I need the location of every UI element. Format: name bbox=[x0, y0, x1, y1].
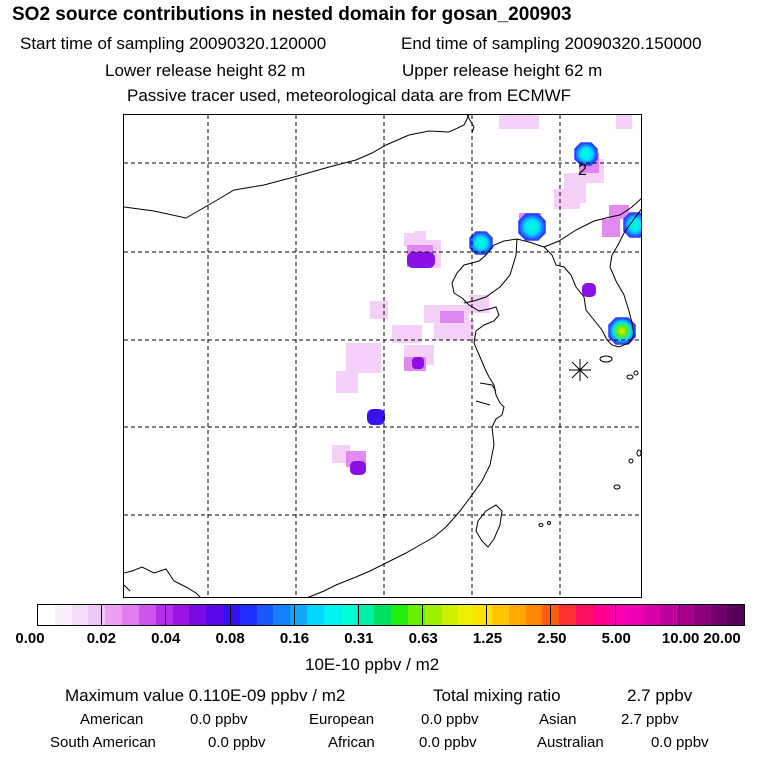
lower-release-label: Lower release height 82 m bbox=[105, 61, 306, 80]
start-time-label: Start time of sampling 20090320.120000 bbox=[20, 34, 327, 53]
colorbar-bin bbox=[239, 605, 257, 625]
colorbar-divider bbox=[614, 604, 616, 626]
colorbar-bin bbox=[643, 605, 661, 625]
colorbar-divider bbox=[422, 604, 424, 626]
region-label: South American bbox=[50, 734, 156, 751]
colorbar-tick-label: 5.00 bbox=[601, 630, 631, 647]
colorbar-bin bbox=[88, 605, 106, 625]
colorbar-bin bbox=[172, 605, 190, 625]
colorbar-bin bbox=[458, 605, 476, 625]
colorbar-bin bbox=[71, 605, 89, 625]
colorbar-bin bbox=[290, 605, 307, 625]
colorbar-divider bbox=[293, 604, 295, 626]
colorbar-bin bbox=[391, 605, 408, 625]
colorbar-bin bbox=[206, 605, 223, 625]
colorbar-tick-label: 10.00 bbox=[661, 630, 700, 647]
coastlines bbox=[124, 115, 641, 597]
colorbar-tick-label: 1.25 bbox=[472, 630, 503, 647]
colorbar-bin bbox=[710, 605, 728, 625]
total-mixing-label: Total mixing ratio bbox=[433, 686, 561, 705]
colorbar-bin bbox=[307, 605, 324, 625]
colorbar-bin bbox=[693, 605, 711, 625]
region-label: Asian bbox=[539, 711, 577, 728]
colorbar-bin bbox=[323, 605, 341, 625]
colorbar-bin bbox=[222, 605, 240, 625]
region-label: American bbox=[80, 711, 144, 728]
colorbar-divider bbox=[357, 604, 359, 626]
region-label: European bbox=[309, 711, 375, 728]
region-value: 0.0 ppbv bbox=[419, 734, 477, 751]
colorbar-tick-label: 0.00 bbox=[15, 630, 45, 647]
colorbar-bin bbox=[122, 605, 139, 625]
colorbar-bin bbox=[155, 605, 173, 625]
page-title: SO2 source contributions in nested domai… bbox=[12, 4, 572, 25]
map-canvas: 2 bbox=[124, 115, 641, 597]
colorbar-tick-label: 0.31 bbox=[344, 630, 374, 647]
colorbar-tick-label: 0.08 bbox=[215, 630, 245, 647]
colorbar-units: 10E-10 ppbv / m2 bbox=[305, 655, 440, 674]
colorbar-bin bbox=[660, 605, 677, 625]
colorbar-bin bbox=[727, 605, 745, 625]
colorbar bbox=[37, 604, 745, 626]
tracer-note: Passive tracer used, meteorological data… bbox=[127, 86, 572, 105]
colorbar-bin bbox=[592, 605, 610, 625]
end-time-label: End time of sampling 20090320.150000 bbox=[401, 34, 702, 53]
colorbar-divider bbox=[486, 604, 488, 626]
colorbar-bin bbox=[256, 605, 274, 625]
region-value: 0.0 ppbv bbox=[421, 711, 479, 728]
colorbar-bin bbox=[105, 605, 123, 625]
colorbar-bin bbox=[54, 605, 72, 625]
colorbar-bin bbox=[491, 605, 509, 625]
colorbar-bin bbox=[340, 605, 358, 625]
colorbar-divider bbox=[165, 604, 167, 626]
colorbar-bin bbox=[441, 605, 459, 625]
colorbar-bin bbox=[609, 605, 627, 625]
colorbar-divider bbox=[101, 604, 103, 626]
region-value: 0.0 ppbv bbox=[208, 734, 266, 751]
colorbar-tick-label: 0.02 bbox=[86, 630, 116, 647]
colorbar-bin bbox=[626, 605, 644, 625]
map-panel: 2 bbox=[123, 114, 642, 598]
colorbar-bin bbox=[559, 605, 576, 625]
colorbar-bin bbox=[676, 605, 694, 625]
colorbar-bin bbox=[525, 605, 543, 625]
region-value: 2.7 ppbv bbox=[621, 711, 679, 728]
colorbar-bin bbox=[475, 605, 492, 625]
colorbar-bin bbox=[424, 605, 442, 625]
region-value: 0.0 ppbv bbox=[190, 711, 248, 728]
upper-release-label: Upper release height 62 m bbox=[402, 61, 603, 80]
maximum-value: Maximum value 0.110E-09 ppbv / m2 bbox=[65, 686, 346, 705]
label-2: 2 bbox=[578, 162, 587, 179]
colorbar-bin bbox=[38, 605, 55, 625]
total-mixing-value: 2.7 ppbv bbox=[627, 686, 693, 705]
colorbar-bin bbox=[508, 605, 526, 625]
colorbar-divider bbox=[229, 604, 231, 626]
colorbar-bin bbox=[273, 605, 291, 625]
region-label: African bbox=[328, 734, 375, 751]
colorbar-bin bbox=[374, 605, 392, 625]
colorbar-bin bbox=[357, 605, 375, 625]
colorbar-bin bbox=[189, 605, 207, 625]
colorbar-tick-label: 0.16 bbox=[279, 630, 310, 647]
colorbar-tick-label: 2.50 bbox=[537, 630, 567, 647]
colorbar-tick-label: 20.00 bbox=[703, 630, 741, 647]
region-value: 0.0 ppbv bbox=[651, 734, 709, 751]
region-label: Australian bbox=[537, 734, 604, 751]
colorbar-bin bbox=[576, 605, 593, 625]
colorbar-divider bbox=[550, 604, 552, 626]
colorbar-bin bbox=[138, 605, 156, 625]
lat-lon-grid bbox=[124, 115, 641, 597]
colorbar-bin bbox=[407, 605, 425, 625]
asterisk-icon bbox=[569, 359, 591, 381]
concentration-field bbox=[332, 115, 641, 475]
colorbar-divider bbox=[678, 604, 680, 626]
colorbar-tick-label: 0.63 bbox=[408, 630, 438, 647]
colorbar-tick-label: 0.04 bbox=[151, 630, 181, 647]
